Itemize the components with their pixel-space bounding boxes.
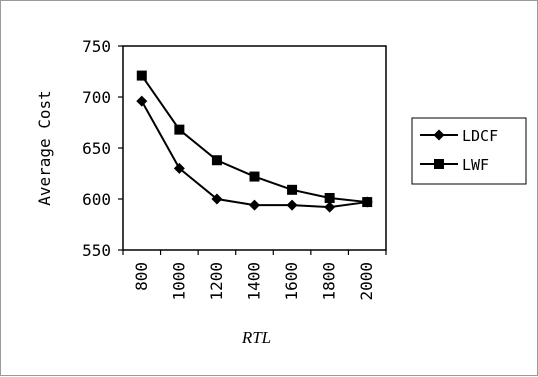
data-point-lwf [211, 155, 222, 166]
y-tick-label: 600 [82, 190, 111, 209]
data-point-lwf [136, 70, 147, 81]
data-point-lwf [174, 124, 185, 135]
data-point-lwf [362, 197, 373, 208]
legend-label: LDCF [462, 127, 498, 145]
x-axis: 800 1000 1200 1400 1600 1800 2000 [122, 250, 387, 301]
data-point-ldcf [324, 201, 336, 213]
plot-area [122, 45, 387, 251]
data-point-lwf [324, 192, 335, 203]
legend-marker [434, 159, 444, 169]
x-tick-label: 1200 [207, 262, 226, 301]
x-axis-label: RTL [241, 328, 271, 347]
data-point-ldcf [286, 199, 298, 211]
data-point-ldcf [211, 193, 223, 205]
plot-border [122, 45, 387, 251]
data-point-lwf [287, 184, 298, 195]
x-tick-label: 1800 [320, 262, 339, 301]
y-axis: 550 600 650 700 750 [82, 37, 123, 260]
legend-label: LWF [462, 156, 489, 174]
legend-marker [433, 129, 445, 141]
data-point-ldcf [249, 199, 260, 211]
y-tick-label: 650 [82, 139, 111, 158]
legend: LDCF LWF [411, 117, 527, 185]
y-tick-label: 750 [82, 37, 111, 56]
data-point-ldcf [136, 95, 148, 107]
legend-entry-ldcf: LDCF [420, 127, 498, 145]
x-tick-label: 1400 [245, 262, 264, 301]
x-tick-label: 1000 [169, 262, 188, 301]
y-axis-label: Average Cost [35, 90, 54, 206]
y-tick-label: 700 [82, 88, 111, 107]
x-tick-label: 800 [132, 262, 151, 291]
legend-box [411, 117, 527, 185]
y-tick-label: 550 [82, 241, 111, 260]
x-tick-label: 2000 [357, 262, 376, 301]
series-layer [136, 70, 373, 213]
data-point-lwf [249, 171, 260, 182]
data-point-ldcf [173, 162, 185, 174]
legend-entry-lwf: LWF [420, 156, 489, 174]
series-lwf [136, 70, 373, 208]
x-tick-label: 1600 [282, 262, 301, 301]
